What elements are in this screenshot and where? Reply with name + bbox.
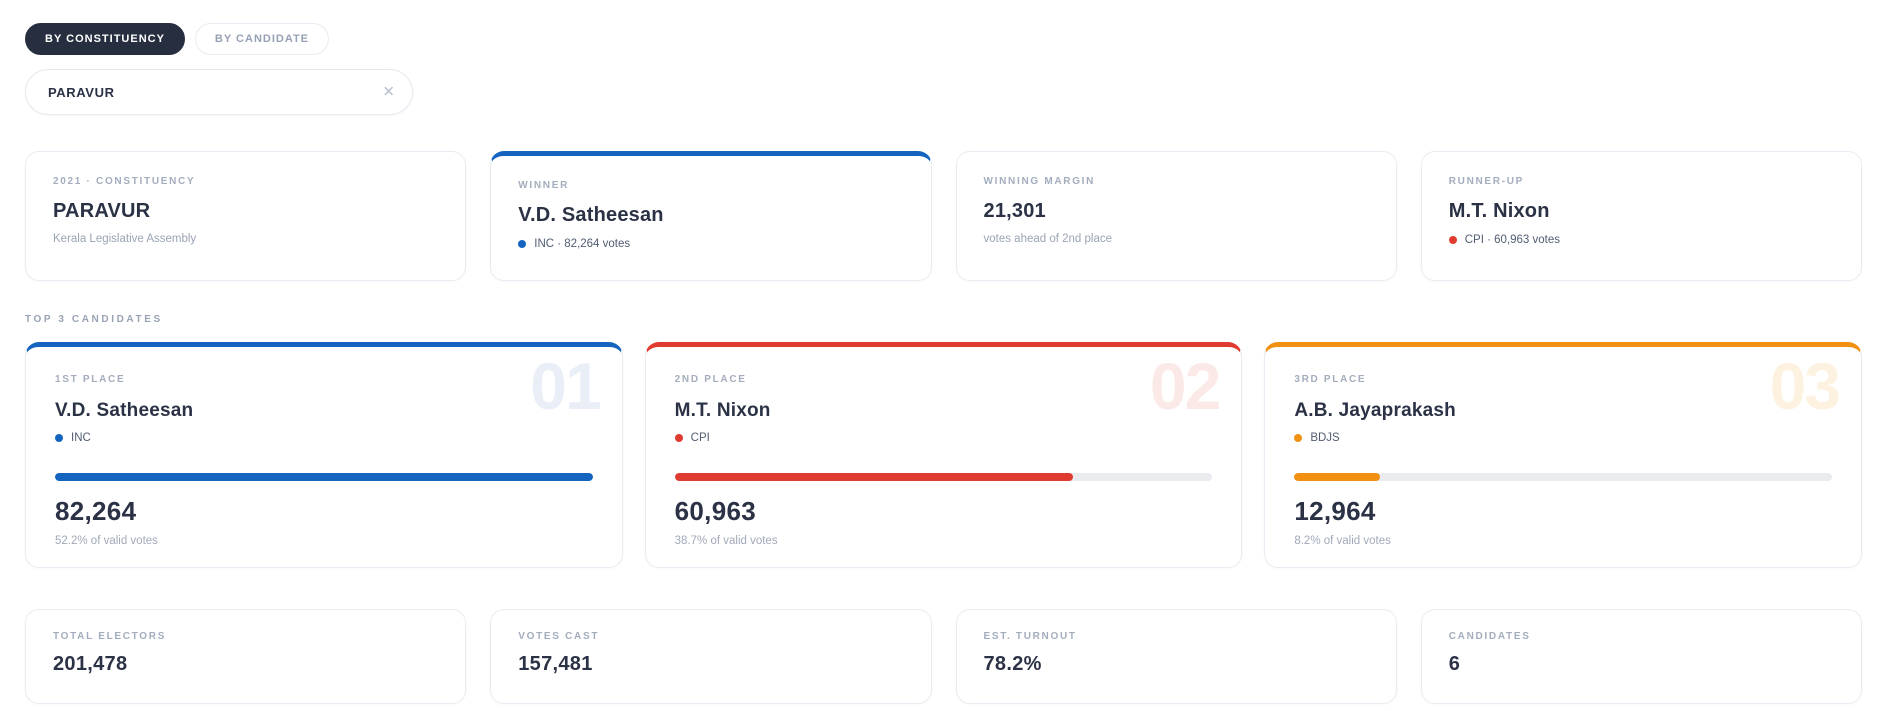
runner-up-name: M.T. Nixon [1448, 200, 1550, 222]
candidate-share-2: 38.7% of valid votes [674, 535, 778, 547]
candidate-party-text-1: INC [71, 432, 91, 444]
winner-card-label: WINNER [518, 180, 570, 191]
candidate-party-3: BDJS [1294, 432, 1832, 444]
winning-margin-value: 21,301 [983, 200, 1046, 222]
candidates-row: 01 1ST PLACE V.D. Satheesan INC 82,264 5… [25, 342, 1862, 568]
candidate-card-3: 03 3RD PLACE A.B. Jayaprakash BDJS 12,96… [1264, 342, 1862, 568]
candidate-card-1: 01 1ST PLACE V.D. Satheesan INC 82,264 5… [25, 342, 623, 568]
search-input[interactable] [25, 69, 413, 115]
winner-card: WINNER V.D. Satheesan INC · 82,264 votes [490, 151, 932, 281]
candidate-votes-3: 12,964 [1294, 496, 1376, 526]
rank-watermark-2: 02 [1149, 349, 1221, 423]
candidate-share-3: 8.2% of valid votes [1294, 535, 1391, 547]
winner-party-votes-text: INC · 82,264 votes [534, 238, 631, 250]
stats-row: TOTAL ELECTORS 201,478 VOTES CAST 157,48… [25, 609, 1862, 704]
candidate-party-2: CPI [674, 432, 1213, 444]
candidate-card-2: 02 2ND PLACE M.T. Nixon CPI 60,963 38.7%… [644, 342, 1243, 568]
assembly-name: Kerala Legislative Assembly [53, 233, 197, 245]
candidates-count-card: CANDIDATES 6 [1420, 609, 1862, 704]
candidate-party-1: INC [55, 432, 593, 444]
winning-margin-card: WINNING MARGIN 21,301 votes ahead of 2nd… [955, 151, 1397, 281]
rank-watermark-3: 03 [1769, 349, 1841, 423]
top-candidates-heading: TOP 3 CANDIDATES [25, 314, 163, 325]
tab-by-constituency[interactable]: BY CONSTITUENCY [25, 23, 185, 55]
winning-margin-label: WINNING MARGIN [983, 176, 1096, 187]
turnout-value: 78.2% [983, 653, 1042, 675]
candidate-name-3: A.B. Jayaprakash [1294, 400, 1456, 421]
candidate-party-text-3: BDJS [1310, 432, 1340, 444]
winning-margin-caption: votes ahead of 2nd place [983, 233, 1113, 245]
candidates-count-label: CANDIDATES [1448, 631, 1531, 642]
total-electors-value: 201,478 [53, 653, 128, 675]
party-dot-inc [518, 240, 527, 248]
place-label-1: 1ST PLACE [55, 374, 126, 385]
place-label-2: 2ND PLACE [674, 374, 747, 385]
vote-share-fill-2 [674, 473, 1073, 481]
rank-watermark-1: 01 [530, 349, 601, 423]
tab-by-candidate[interactable]: BY CANDIDATE [194, 23, 330, 55]
clear-search-icon[interactable]: ✕ [382, 83, 395, 101]
candidate-share-1: 52.2% of valid votes [55, 535, 158, 547]
constituency-name: PARAVUR [53, 200, 151, 222]
candidate-votes-1: 82,264 [55, 496, 137, 526]
total-electors-card: TOTAL ELECTORS 201,478 [25, 609, 467, 704]
vote-share-fill-3 [1294, 473, 1381, 481]
view-toggle: BY CONSTITUENCY BY CANDIDATE [25, 23, 1862, 55]
runner-up-label: RUNNER-UP [1448, 176, 1525, 187]
candidate-name-2: M.T. Nixon [674, 400, 771, 421]
runner-up-card: RUNNER-UP M.T. Nixon CPI · 60,963 votes [1420, 151, 1862, 281]
votes-cast-label: VOTES CAST [518, 631, 600, 642]
summary-row: 2021 · CONSTITUENCY PARAVUR Kerala Legis… [25, 151, 1862, 281]
party-dot-bdjs [1294, 434, 1303, 442]
candidate-votes-2: 60,963 [674, 496, 756, 526]
constituency-search: ✕ [25, 69, 413, 115]
place-label-3: 3RD PLACE [1294, 374, 1367, 385]
vote-share-bar-3 [1294, 473, 1832, 481]
runner-up-party-votes-text: CPI · 60,963 votes [1464, 234, 1560, 246]
constituency-card: 2021 · CONSTITUENCY PARAVUR Kerala Legis… [25, 151, 467, 281]
turnout-label: EST. TURNOUT [983, 631, 1077, 642]
candidates-count-value: 6 [1448, 653, 1461, 675]
vote-share-bar-2 [674, 473, 1213, 481]
party-dot-inc [55, 434, 63, 442]
turnout-card: EST. TURNOUT 78.2% [955, 609, 1397, 704]
vote-share-bar-1 [55, 473, 593, 481]
party-dot-cpi [1448, 236, 1457, 244]
candidate-party-text-2: CPI [690, 432, 710, 444]
winner-party-votes: INC · 82,264 votes [518, 238, 903, 250]
total-electors-label: TOTAL ELECTORS [53, 631, 167, 642]
runner-up-party-votes: CPI · 60,963 votes [1448, 234, 1834, 246]
votes-cast-value: 157,481 [518, 653, 593, 675]
party-dot-cpi [674, 434, 683, 442]
constituency-card-label: 2021 · CONSTITUENCY [53, 176, 196, 187]
votes-cast-card: VOTES CAST 157,481 [490, 609, 932, 704]
winner-name: V.D. Satheesan [518, 204, 664, 226]
vote-share-fill-1 [55, 473, 593, 481]
candidate-name-1: V.D. Satheesan [55, 400, 194, 421]
